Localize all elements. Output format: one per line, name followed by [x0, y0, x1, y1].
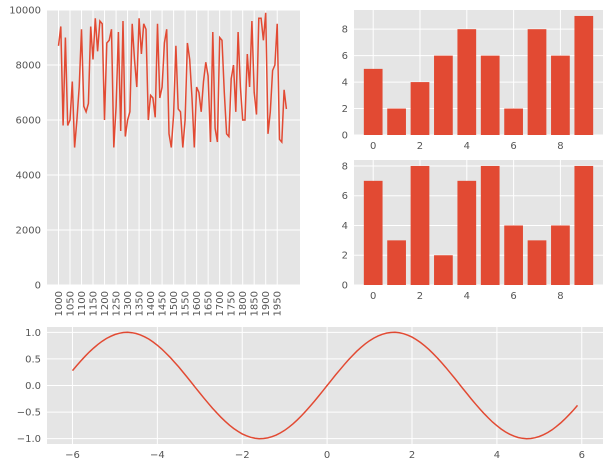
y-tick-label: 10000 [9, 6, 41, 17]
bar [387, 240, 406, 285]
x-tick-label: 8 [557, 141, 563, 152]
gridlines [47, 327, 603, 444]
bar [363, 180, 383, 285]
chart-top-right: 0 2 4 6 8 0 2 4 6 8 [342, 10, 603, 152]
x-tick-label: 2 [417, 291, 423, 302]
y-tick-label: 6 [342, 51, 348, 62]
y-tick-label: 0 [342, 131, 348, 142]
x-tick-label: 0 [324, 450, 330, 461]
bar [480, 55, 500, 136]
x-tick-label: 1350 [135, 291, 146, 316]
x-tick-label: 2 [417, 141, 423, 152]
x-tick-label: −4 [150, 450, 165, 461]
x-tick-label: 1300 [123, 291, 134, 316]
x-tick-label: 1800 [238, 291, 249, 316]
y-tick-label: 2000 [16, 226, 41, 237]
y-tick-label: 8 [342, 25, 348, 36]
x-tick-label: 1650 [204, 291, 215, 316]
y-tick-label: 6 [342, 191, 348, 202]
bar [480, 165, 500, 285]
x-tick-label: 0 [370, 141, 376, 152]
bar [387, 108, 406, 135]
x-tick-label: 1700 [215, 291, 226, 316]
x-tick-label: 4 [464, 291, 470, 302]
x-tick-label: 1250 [112, 291, 123, 316]
x-tick-label: 4 [494, 450, 500, 461]
bar [527, 29, 547, 135]
series-line [57, 12, 288, 148]
x-tick-label: 1200 [100, 291, 111, 316]
x-tick-label: 1500 [169, 291, 180, 316]
x-tick-label: 1900 [261, 291, 272, 316]
y-tick-label: 4 [342, 78, 348, 89]
y-tick-label: 2 [342, 251, 348, 262]
y-tick-label: 0 [35, 281, 41, 292]
x-tick-label: 6 [510, 141, 516, 152]
x-tick-label: 1450 [158, 291, 169, 316]
y-tick-label: 2 [342, 104, 348, 115]
y-tick-label: 6000 [16, 116, 41, 127]
x-tick-label: 2 [409, 450, 415, 461]
x-tick-label: 6 [579, 450, 585, 461]
bar [551, 55, 570, 136]
x-tick-label: 8 [557, 291, 563, 302]
y-tick-label: 0 [342, 281, 348, 292]
bar [574, 15, 594, 136]
x-tick-label: 1850 [250, 291, 261, 316]
y-tick-label: 8 [342, 161, 348, 172]
x-tick-label: 0 [370, 291, 376, 302]
x-tick-label: −6 [65, 450, 80, 461]
y-tick-label: 4 [342, 221, 348, 232]
bar [434, 55, 453, 136]
bar [574, 165, 594, 285]
x-tick-label: 1100 [77, 291, 88, 316]
x-tick-label: 6 [510, 291, 516, 302]
bar [434, 255, 453, 285]
bar [527, 240, 547, 285]
chart-middle-right: 0 2 4 6 8 0 2 4 6 8 [342, 160, 603, 302]
bar [504, 108, 523, 135]
chart-bottom: −1.0 −0.5 0.0 0.5 1.0 −6 −4 −2 0 2 4 6 [17, 327, 603, 461]
x-tick-label: 1600 [192, 291, 203, 316]
x-tick-label: 1950 [273, 291, 284, 316]
bar [410, 82, 430, 135]
y-tick-label: 0.5 [25, 354, 41, 365]
x-tick-label: 1400 [146, 291, 157, 316]
y-tick-label: 8000 [16, 61, 41, 72]
bar [551, 225, 570, 285]
bar [457, 29, 477, 135]
x-tick-label: 1750 [227, 291, 238, 316]
gridlines [47, 9, 300, 286]
y-tick-label: −1.0 [17, 434, 41, 445]
y-tick-label: 0.0 [25, 381, 41, 392]
bar [410, 165, 430, 285]
y-tick-label: −0.5 [17, 408, 41, 419]
bar [504, 225, 523, 285]
x-tick-label: 4 [464, 141, 470, 152]
y-tick-label: 4000 [16, 171, 41, 182]
y-tick-label: 1.0 [25, 328, 41, 339]
series-line [71, 331, 579, 440]
bar [457, 180, 477, 285]
x-tick-label: −2 [235, 450, 250, 461]
bar [363, 68, 383, 135]
x-tick-label: 1150 [89, 291, 100, 316]
x-tick-label: 1000 [54, 291, 65, 316]
x-tick-label: 1550 [181, 291, 192, 316]
x-tick-label: 1050 [66, 291, 77, 316]
